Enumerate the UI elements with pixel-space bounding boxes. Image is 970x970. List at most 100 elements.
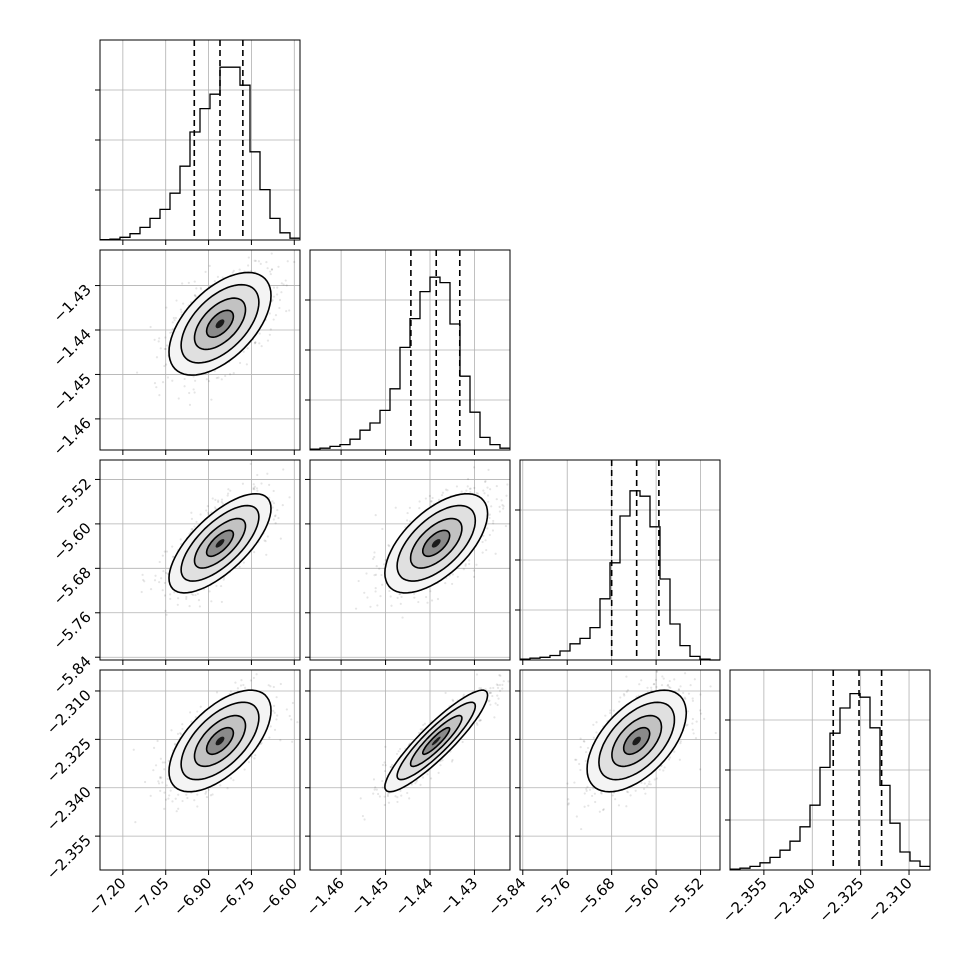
- sample-point: [578, 762, 581, 766]
- sample-point: [486, 527, 489, 530]
- sample-point: [263, 539, 266, 542]
- sample-point: [381, 583, 384, 586]
- sample-point: [703, 717, 706, 720]
- sample-point: [249, 269, 252, 273]
- sample-point: [143, 780, 147, 784]
- contour-line: [396, 701, 477, 781]
- sample-point: [253, 550, 256, 554]
- sample-point: [250, 755, 253, 758]
- sample-point: [213, 369, 216, 373]
- sample-point: [246, 347, 249, 350]
- scatter-panel-1-3: [305, 669, 511, 875]
- sample-point: [190, 511, 193, 514]
- sample-point: [483, 492, 486, 495]
- sample-point: [451, 698, 454, 702]
- sample-point: [417, 600, 420, 604]
- sample-point: [493, 716, 496, 719]
- sample-point: [502, 505, 505, 508]
- sample-point: [496, 686, 500, 690]
- sample-point: [687, 692, 691, 695]
- sample-point: [694, 737, 698, 740]
- sample-point: [247, 761, 251, 764]
- sample-point: [153, 579, 157, 582]
- sample-point: [282, 283, 285, 286]
- sample-point: [626, 791, 630, 794]
- sample-point: [585, 750, 588, 754]
- sample-point: [254, 341, 257, 344]
- y-tick-label: −5.60: [50, 519, 95, 564]
- scatter-panel-1-2: [305, 459, 511, 665]
- scatter-frame: [309, 669, 511, 871]
- sample-point: [275, 718, 278, 721]
- sample-point: [691, 728, 694, 731]
- sample-point: [247, 264, 250, 267]
- sample-point: [265, 553, 268, 556]
- sample-point: [497, 697, 500, 700]
- sample-point: [595, 731, 598, 734]
- sample-point: [714, 731, 717, 735]
- sample-point: [495, 683, 498, 686]
- histogram-step: [100, 66, 300, 241]
- sample-point: [166, 572, 169, 575]
- sample-point: [417, 731, 421, 734]
- sample-point: [239, 684, 243, 687]
- sample-point: [691, 697, 694, 700]
- sample-point: [169, 597, 172, 600]
- sample-point: [475, 563, 478, 566]
- sample-point: [268, 736, 271, 739]
- sample-point: [441, 759, 444, 762]
- sample-point: [374, 590, 377, 593]
- sample-point: [593, 792, 596, 795]
- sample-point: [179, 308, 183, 311]
- sample-point: [396, 800, 399, 804]
- sample-point: [194, 295, 198, 298]
- sample-point: [488, 533, 491, 537]
- sample-point: [253, 342, 256, 345]
- sample-point: [440, 494, 444, 497]
- sample-point: [273, 728, 277, 731]
- sample-point: [208, 590, 211, 593]
- sample-point: [451, 758, 454, 762]
- contour-line: [180, 504, 260, 582]
- y-tick-label: −1.45: [50, 370, 95, 415]
- sample-point: [481, 540, 484, 544]
- sample-point: [222, 578, 225, 581]
- sample-point: [238, 361, 242, 365]
- sample-point: [135, 371, 139, 374]
- sample-point: [188, 605, 191, 608]
- sample-point: [586, 785, 589, 788]
- sample-point: [180, 310, 183, 314]
- sample-point: [444, 691, 447, 695]
- sample-point: [269, 725, 272, 728]
- sample-point: [611, 794, 614, 797]
- sample-point: [153, 382, 157, 385]
- sample-point: [232, 372, 235, 375]
- sample-point: [272, 286, 276, 289]
- sample-point: [499, 674, 502, 677]
- sample-point: [441, 491, 445, 494]
- sample-point: [602, 808, 605, 811]
- sample-point: [600, 792, 603, 795]
- sample-point: [567, 798, 570, 801]
- sample-point: [199, 705, 202, 708]
- sample-point: [598, 810, 601, 813]
- sample-point: [205, 795, 209, 799]
- contour-line: [396, 504, 477, 582]
- sample-point: [270, 268, 273, 271]
- sample-point: [169, 331, 172, 334]
- sample-point: [249, 679, 252, 682]
- sample-point: [691, 717, 694, 721]
- sample-point: [255, 673, 258, 676]
- sample-point: [475, 673, 479, 676]
- sample-point: [691, 722, 694, 725]
- sample-point: [285, 708, 288, 711]
- sample-point: [622, 693, 626, 696]
- x-tick-label: −2.310: [864, 874, 916, 926]
- x-tick-label: −2.340: [767, 874, 819, 926]
- sample-point: [253, 757, 256, 760]
- sample-point: [669, 686, 672, 689]
- sample-point: [619, 696, 622, 699]
- sample-point: [592, 736, 595, 739]
- sample-point: [609, 711, 612, 715]
- sample-point: [421, 776, 425, 779]
